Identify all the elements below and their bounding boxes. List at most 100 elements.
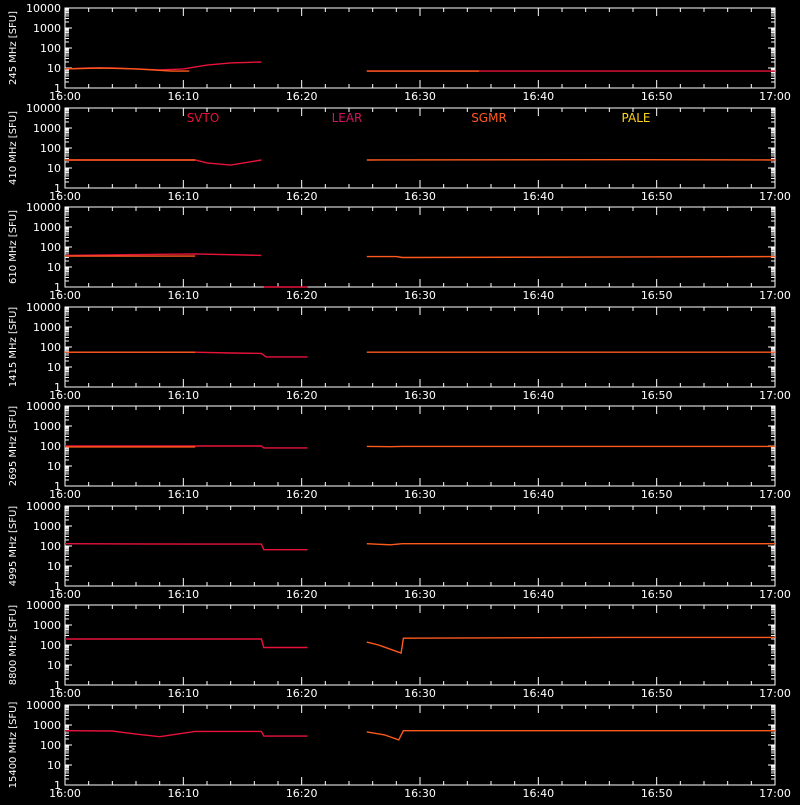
y-tick-label: 10 — [47, 759, 61, 772]
x-tick-label: 16:10 — [167, 389, 199, 402]
x-tick-label: 16:50 — [641, 389, 673, 402]
x-tick-label: 16:20 — [286, 90, 318, 103]
series-sgmr — [367, 731, 775, 740]
x-tick-label: 16:40 — [522, 687, 554, 700]
panel-frame — [65, 108, 775, 188]
y-tick-label: 100 — [40, 440, 61, 453]
y-tick-label: 10000 — [26, 699, 61, 712]
y-tick-label: 1000 — [33, 619, 61, 632]
x-tick-label: 16:20 — [286, 687, 318, 700]
series-sgmr — [367, 257, 775, 258]
panel-frame — [65, 207, 775, 287]
panel-frame — [65, 307, 775, 387]
x-tick-label: 16:10 — [167, 488, 199, 501]
x-tick-label: 16:20 — [286, 190, 318, 203]
panel-frame — [65, 605, 775, 685]
x-tick-label: 17:00 — [759, 787, 791, 800]
series-svto — [65, 544, 308, 550]
x-tick-label: 17:00 — [759, 90, 791, 103]
x-tick-label: 16:30 — [404, 190, 436, 203]
y-tick-label: 100 — [40, 739, 61, 752]
x-tick-label: 16:40 — [522, 90, 554, 103]
series-svto — [65, 160, 261, 165]
x-tick-label: 16:30 — [404, 488, 436, 501]
x-tick-label: 17:00 — [759, 190, 791, 203]
legend-pale: PALE — [622, 111, 651, 125]
x-tick-label: 16:10 — [167, 588, 199, 601]
panel-frame — [65, 705, 775, 785]
series-sgmr — [367, 637, 775, 653]
x-tick-label: 17:00 — [759, 687, 791, 700]
y-axis-label: 2695 MHz [SFU] — [8, 406, 19, 487]
y-tick-label: 100 — [40, 142, 61, 155]
panel-frame — [65, 8, 775, 88]
x-tick-label: 16:50 — [641, 289, 673, 302]
y-tick-label: 1000 — [33, 221, 61, 234]
y-tick-label: 1000 — [33, 520, 61, 533]
x-tick-label: 17:00 — [759, 588, 791, 601]
y-tick-label: 10 — [47, 460, 61, 473]
x-tick-label: 16:30 — [404, 289, 436, 302]
y-tick-label: 10000 — [26, 2, 61, 15]
y-tick-label: 10000 — [26, 102, 61, 115]
y-tick-label: 10 — [47, 261, 61, 274]
x-tick-label: 16:40 — [522, 588, 554, 601]
x-tick-label: 16:10 — [167, 190, 199, 203]
legend-lear: LEAR — [332, 111, 363, 125]
y-axis-label: 15400 MHz [SFU] — [8, 702, 19, 789]
x-tick-label: 16:30 — [404, 588, 436, 601]
x-tick-label: 16:40 — [522, 289, 554, 302]
y-tick-label: 1000 — [33, 122, 61, 135]
x-tick-label: 16:20 — [286, 389, 318, 402]
y-tick-label: 100 — [40, 341, 61, 354]
x-tick-label: 16:30 — [404, 389, 436, 402]
series-svto — [65, 639, 308, 648]
y-tick-label: 10 — [47, 162, 61, 175]
x-tick-label: 16:10 — [167, 289, 199, 302]
y-tick-label: 100 — [40, 241, 61, 254]
x-tick-label: 16:20 — [286, 488, 318, 501]
x-tick-label: 17:00 — [759, 488, 791, 501]
y-axis-label: 8800 MHz [SFU] — [8, 605, 19, 686]
series-svto — [65, 254, 261, 256]
x-tick-label: 16:30 — [404, 90, 436, 103]
y-tick-label: 100 — [40, 540, 61, 553]
x-tick-label: 16:10 — [167, 687, 199, 700]
x-tick-label: 16:50 — [641, 488, 673, 501]
x-tick-label: 16:30 — [404, 787, 436, 800]
y-tick-label: 100 — [40, 42, 61, 55]
y-axis-label: 610 MHz [SFU] — [8, 210, 19, 284]
x-tick-label: 16:40 — [522, 488, 554, 501]
x-tick-label: 16:20 — [286, 588, 318, 601]
y-axis-label: 410 MHz [SFU] — [8, 111, 19, 185]
y-tick-label: 10000 — [26, 201, 61, 214]
series-sgmr — [367, 544, 775, 545]
series-svto — [65, 731, 308, 737]
y-tick-label: 100 — [40, 639, 61, 652]
y-tick-label: 10 — [47, 62, 61, 75]
y-axis-label: 1415 MHz [SFU] — [8, 307, 19, 388]
y-tick-label: 10000 — [26, 400, 61, 413]
x-tick-label: 16:20 — [286, 289, 318, 302]
x-tick-label: 16:40 — [522, 389, 554, 402]
legend-sgmr: SGMR — [471, 111, 507, 125]
x-tick-label: 16:30 — [404, 687, 436, 700]
y-tick-label: 1000 — [33, 420, 61, 433]
x-tick-label: 16:50 — [641, 588, 673, 601]
x-tick-label: 16:50 — [641, 687, 673, 700]
x-tick-label: 17:00 — [759, 289, 791, 302]
y-axis-label: 4995 MHz [SFU] — [8, 506, 19, 587]
y-tick-label: 10000 — [26, 500, 61, 513]
x-tick-label: 17:00 — [759, 389, 791, 402]
x-tick-label: 16:10 — [167, 90, 199, 103]
y-tick-label: 1000 — [33, 22, 61, 35]
x-tick-label: 16:40 — [522, 787, 554, 800]
